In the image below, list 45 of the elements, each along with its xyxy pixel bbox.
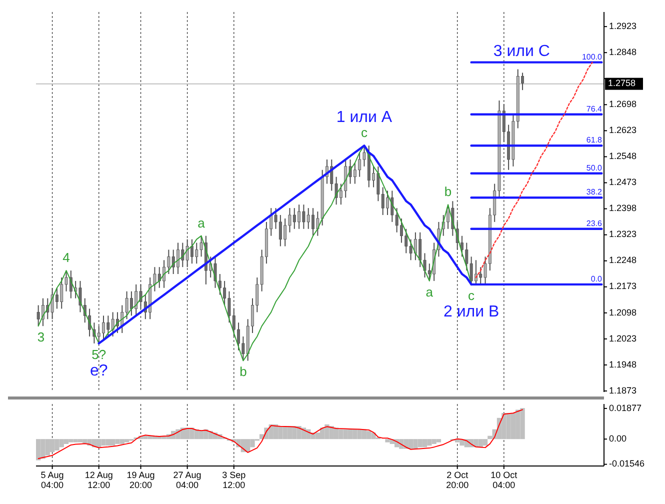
y-tick-label: 1.2248 <box>609 255 637 266</box>
annotation: 38.2 <box>586 188 603 197</box>
y-tick-label: 1.2548 <box>609 151 637 162</box>
annotation: a <box>426 284 434 300</box>
y-tick-label: 1.2323 <box>609 229 637 240</box>
annotation: 3 или C <box>493 43 550 60</box>
y-tick-label: 0.00 <box>609 433 627 444</box>
x-tick-label: 10 Oct 04:00 <box>490 470 518 490</box>
x-tick-label: 27 Aug 04:00 <box>173 470 202 490</box>
annotation: c <box>360 125 368 140</box>
y-tick-label: 1.2098 <box>609 307 637 318</box>
annotation: 5? <box>92 346 106 362</box>
annotation: 100.0 <box>582 52 603 62</box>
y-tick-label: 1.2173 <box>609 281 637 292</box>
annotation: 4 <box>62 250 70 265</box>
annotation: e? <box>90 362 108 380</box>
y-tick-label: 1.2923 <box>609 20 637 31</box>
y-tick-label: 1.2473 <box>609 177 637 188</box>
annotation: 1 или A <box>336 108 392 126</box>
x-tick-label: 19 Aug 20:00 <box>126 470 155 490</box>
x-tick-label: 5 Aug 04:00 <box>40 470 64 490</box>
annotation: 76.4 <box>586 104 603 114</box>
y-tick-label: 1.2698 <box>609 99 637 110</box>
y-tick-label: -0.01546 <box>609 458 645 469</box>
annotation: 61.8 <box>586 136 603 145</box>
annotation: 23.6 <box>586 218 603 228</box>
y-tick-label: 1.2023 <box>609 333 637 344</box>
x-tick-label: 2 Oct 20:00 <box>446 470 469 490</box>
y-tick-label: 1.2623 <box>609 125 637 136</box>
annotation: 0.0 <box>590 274 603 284</box>
annotation: 50.0 <box>586 163 603 172</box>
annotation: b <box>444 184 452 200</box>
annotation: c <box>468 288 476 303</box>
y-tick-label: 1.2398 <box>609 203 637 214</box>
ref-line-label: 1.2758 <box>608 78 636 88</box>
y-tick-label: 1.2848 <box>609 46 637 57</box>
annotation: 2 или B <box>443 304 500 321</box>
y-tick-label: 1.1948 <box>609 359 637 370</box>
y-tick-label: 0.01877 <box>609 402 642 413</box>
annotation: 3 <box>37 330 45 344</box>
y-tick-label: 1.1873 <box>609 385 637 396</box>
x-tick-label: 3 Sep 12:00 <box>222 470 246 490</box>
x-tick-label: 12 Aug 12:00 <box>84 470 113 490</box>
annotation: a <box>198 215 206 230</box>
annotation: b <box>240 364 247 380</box>
